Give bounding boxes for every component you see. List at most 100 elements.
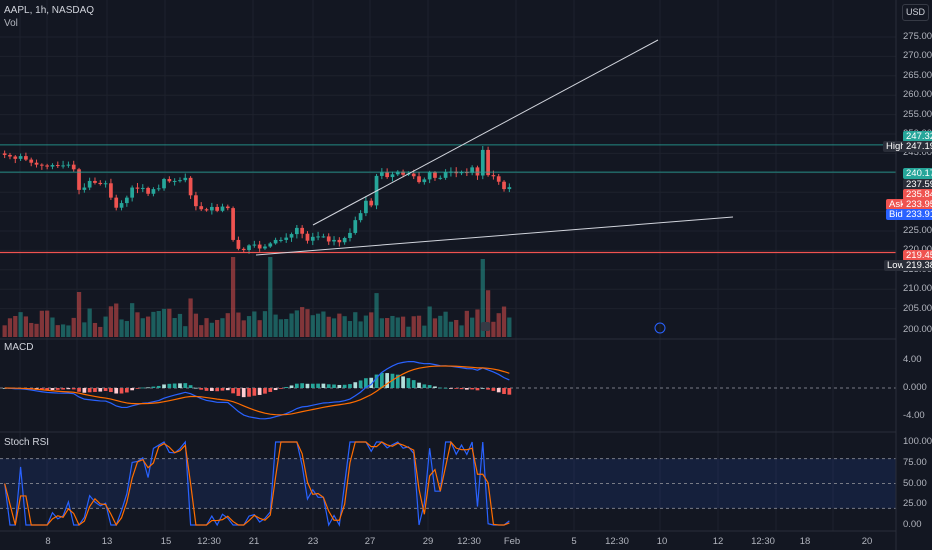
macd-histogram-bar [491, 388, 496, 391]
candle-body [220, 206, 225, 211]
volume-bar [29, 322, 34, 337]
resistance-tag: 240.17 [903, 168, 932, 179]
volume-bar [225, 313, 230, 337]
price-tag-top: 247.32 [903, 131, 932, 142]
volume-bar [183, 326, 188, 337]
candle-body [502, 181, 506, 190]
macd-histogram-bar [61, 388, 65, 390]
volume-bar [172, 318, 177, 337]
volume-bar [262, 311, 268, 337]
macd-scale-label: 0.000 [903, 382, 927, 393]
volume-bar [230, 257, 236, 337]
macd-histogram-bar [103, 388, 108, 391]
candle-body [50, 165, 55, 167]
price-scale-label: 220.00 [903, 244, 932, 255]
time-axis-label: 27 [364, 536, 376, 547]
volume-bar [124, 321, 129, 337]
macd-histogram-bar [316, 383, 320, 388]
volume-label: Vol [4, 18, 18, 29]
volume-bar [353, 312, 358, 337]
signal-line [4, 365, 510, 416]
time-axis-label: 15 [160, 536, 172, 547]
volume-bar [496, 313, 501, 337]
volume-bar [199, 325, 204, 337]
candle-body [98, 182, 103, 185]
candle-body [236, 239, 241, 249]
macd-histogram-bar [183, 383, 188, 388]
price-scale-label: 265.00 [903, 69, 932, 81]
volume-bar [167, 308, 172, 337]
volume-bar [215, 319, 220, 337]
time-axis-label: 18 [799, 536, 811, 547]
candle-body [401, 171, 405, 175]
macd-histogram-bar [194, 387, 198, 389]
candle-body [443, 172, 448, 178]
volume-bar [268, 257, 273, 337]
volume-bar [278, 319, 284, 337]
candle-body [342, 237, 347, 243]
macd-histogram-bar [135, 388, 140, 389]
stoch-scale-label: 50.00 [903, 477, 927, 489]
volume-bar [114, 303, 119, 337]
candle-body [29, 159, 34, 163]
volume-bar [369, 312, 374, 337]
volume-bar [193, 313, 199, 337]
macd-histogram-bar [87, 388, 92, 393]
symbol-title[interactable]: AAPL, 1h, NASDAQ [4, 5, 95, 16]
macd-histogram-bar [66, 388, 71, 390]
volume-bar [454, 319, 459, 337]
price-scale-label: 210.00 [903, 283, 932, 295]
macd-histogram-bar [215, 388, 220, 392]
macd-histogram-bar [310, 383, 315, 388]
time-axis-label: 20 [861, 536, 873, 547]
price-scale-label: 260.00 [903, 89, 932, 101]
macd-histogram-bar [241, 388, 246, 398]
macd-histogram-bar [438, 387, 443, 389]
time-axis-label: 12:30 [605, 536, 629, 547]
macd-histogram-bar [406, 378, 411, 388]
macd-histogram-bar [71, 388, 76, 390]
volume-bar [459, 325, 464, 337]
volume-bar [300, 307, 305, 337]
volume-bar [140, 318, 145, 337]
candle-body [310, 236, 315, 241]
candle-body [39, 164, 44, 166]
volume-bar [310, 315, 315, 337]
macd-histogram-bar [395, 374, 400, 388]
macd-histogram-bar [294, 383, 299, 388]
macd-line [4, 360, 510, 420]
candle-body [433, 172, 437, 178]
candle-body [45, 165, 50, 167]
macd-histogram-bar [119, 388, 124, 394]
stoch-scale-label: 25.00 [903, 498, 927, 510]
currency-button[interactable]: USD [902, 4, 929, 21]
macd-histogram-bar [337, 384, 342, 388]
volume-bar [400, 316, 406, 337]
last-price-tag: 237.59 [903, 179, 932, 190]
volume-bar [347, 321, 353, 337]
stoch-scale-label: 0.00 [903, 519, 922, 530]
bid-value: 233.91 [903, 209, 932, 220]
candle-body [188, 177, 193, 196]
volume-bar [501, 306, 507, 337]
candle-body [66, 164, 71, 166]
price-scale-label: 270.00 [903, 50, 932, 62]
candle-body [135, 187, 140, 189]
volume-bar [480, 259, 485, 337]
candle-body [284, 237, 289, 240]
macd-histogram-bar [470, 388, 475, 390]
candle-body [364, 200, 368, 214]
time-axis-label: 21 [248, 536, 260, 547]
macd-histogram-bar [353, 382, 358, 388]
candle-body [194, 195, 198, 207]
candle-body [34, 162, 39, 165]
volume-bar [395, 317, 400, 337]
macd-histogram-bar [422, 384, 427, 388]
macd-histogram-bar [130, 388, 135, 391]
macd-histogram-bar [464, 388, 469, 390]
candle-body [82, 187, 87, 190]
volume-bar [60, 324, 66, 337]
candle-body [326, 236, 331, 242]
macd-histogram-bar [172, 383, 177, 388]
